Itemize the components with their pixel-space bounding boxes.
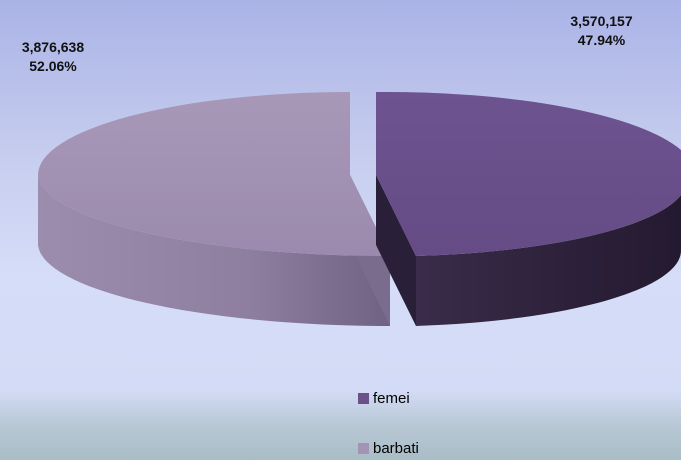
slice-femei-cut [376, 175, 416, 326]
data-label-barbati-percent: 52.06% [29, 58, 77, 74]
data-label-femei-value: 3,570,157 [570, 13, 633, 29]
legend-label-barbati: barbati [373, 440, 419, 457]
data-label-barbati-value: 3,876,638 [21, 39, 85, 55]
data-label-femei-percent: 47.94% [577, 32, 626, 48]
legend-item-femei: femei [358, 390, 410, 407]
data-label-barbati: 3,876,638 52.06% [8, 38, 98, 76]
slice-barbati [38, 92, 390, 256]
legend-item-barbati: barbati [358, 440, 419, 457]
slice-femei [376, 91, 681, 256]
data-label-femei: 3,570,157 47.94% [554, 12, 649, 50]
slice-femei-side [416, 195, 681, 326]
legend-swatch-femei [358, 393, 369, 404]
slice-barbati-side [38, 175, 390, 326]
legend-swatch-barbati [358, 443, 369, 454]
legend-label-femei: femei [373, 390, 410, 407]
